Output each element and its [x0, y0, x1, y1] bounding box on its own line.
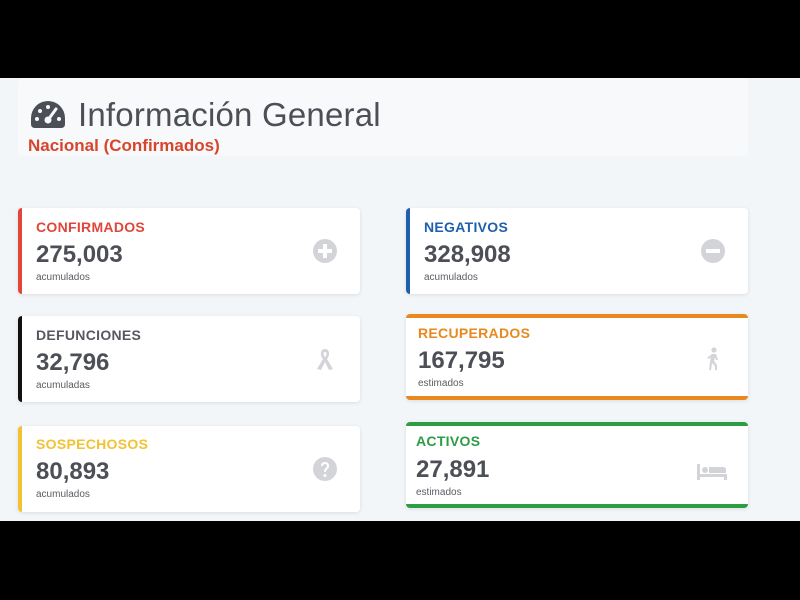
card-note: acumuladas — [36, 380, 90, 391]
card-value: 27,891 — [416, 456, 490, 483]
card-confirmados[interactable]: CONFIRMADOS 275,003 acumulados — [18, 208, 360, 294]
walking-person-icon — [707, 347, 718, 370]
card-sospechosos[interactable]: SOSPECHOSOS 80,893 acumulados — [18, 426, 360, 512]
card-label: SOSPECHOSOS — [36, 436, 149, 452]
page-subtitle: Nacional (Confirmados) — [28, 136, 220, 155]
card-value: 275,003 — [36, 241, 123, 268]
card-recuperados[interactable]: RECUPERADOS 167,795 estimados — [406, 314, 748, 400]
plus-circle-icon — [313, 239, 337, 263]
page-title: Información General — [78, 96, 381, 133]
card-note: estimados — [418, 378, 464, 389]
card-defunciones[interactable]: DEFUNCIONES 32,796 acumuladas — [18, 316, 360, 402]
card-note: acumulados — [36, 489, 90, 500]
card-label: DEFUNCIONES — [36, 327, 142, 343]
card-negativos[interactable]: NEGATIVOS 328,908 acumulados — [406, 208, 748, 294]
header-panel: Información General Nacional (Confirmado… — [18, 78, 748, 156]
ribbon-icon — [317, 349, 333, 370]
card-value: 167,795 — [418, 347, 505, 374]
title-row: Información General — [28, 96, 381, 134]
dashboard-screen: Información General Nacional (Confirmado… — [0, 78, 800, 521]
dashboard-gauge-icon — [31, 101, 65, 128]
card-note: acumulados — [424, 272, 478, 283]
card-activos[interactable]: ACTIVOS 27,891 estimados — [406, 422, 748, 508]
card-value: 80,893 — [36, 458, 110, 485]
card-label: ACTIVOS — [416, 433, 481, 449]
question-circle-icon — [313, 457, 337, 481]
card-label: CONFIRMADOS — [36, 219, 146, 235]
card-note: acumulados — [36, 272, 90, 283]
card-label: RECUPERADOS — [418, 325, 531, 341]
bed-icon — [697, 464, 727, 480]
minus-circle-icon — [701, 239, 725, 263]
card-value: 328,908 — [424, 241, 511, 268]
card-value: 32,796 — [36, 349, 110, 376]
card-note: estimados — [416, 487, 462, 498]
card-label: NEGATIVOS — [424, 219, 509, 235]
